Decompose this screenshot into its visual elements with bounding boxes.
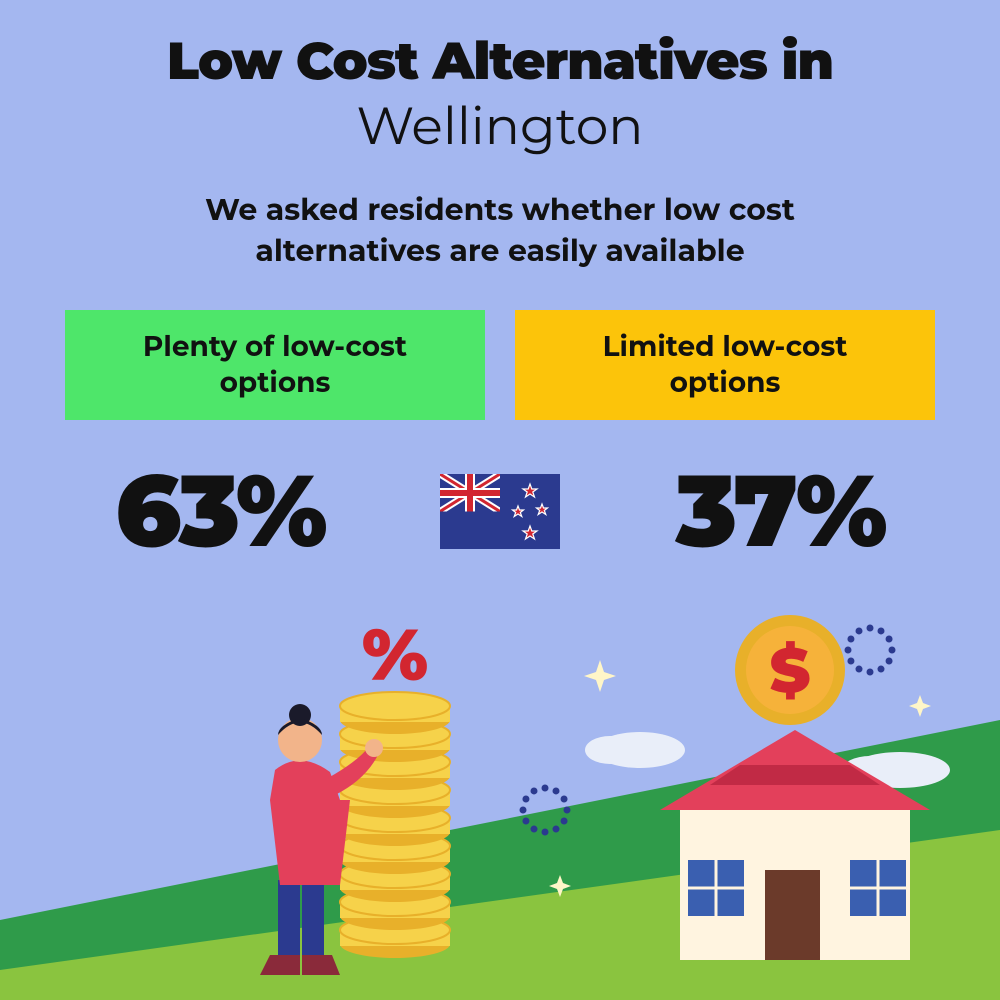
subtitle: We asked residents whether low cost alte… <box>0 190 1000 271</box>
badge-limited: Limited low-cost options <box>515 310 935 420</box>
svg-text:$: $ <box>770 632 811 708</box>
title-block: Low Cost Alternatives in Wellington <box>0 30 1000 158</box>
percent-limited: 37% <box>600 450 960 572</box>
percent-plenty: 63% <box>40 450 400 572</box>
dollar-coin-icon: $ <box>735 615 845 725</box>
title-line-1: Low Cost Alternatives in <box>0 30 1000 93</box>
badge-plenty: Plenty of low-cost options <box>65 310 485 420</box>
percent-row: 63% <box>0 450 1000 572</box>
badge-row: Plenty of low-cost options Limited low-c… <box>0 310 1000 420</box>
new-zealand-flag-icon <box>440 474 560 549</box>
title-line-2: Wellington <box>0 95 1000 158</box>
cost-of-living-illustration-icon: $ % <box>0 600 1000 1000</box>
percent-icon: % <box>362 611 428 699</box>
coin-stack-icon <box>340 692 450 958</box>
infographic-canvas: Low Cost Alternatives in Wellington We a… <box>0 0 1000 1000</box>
